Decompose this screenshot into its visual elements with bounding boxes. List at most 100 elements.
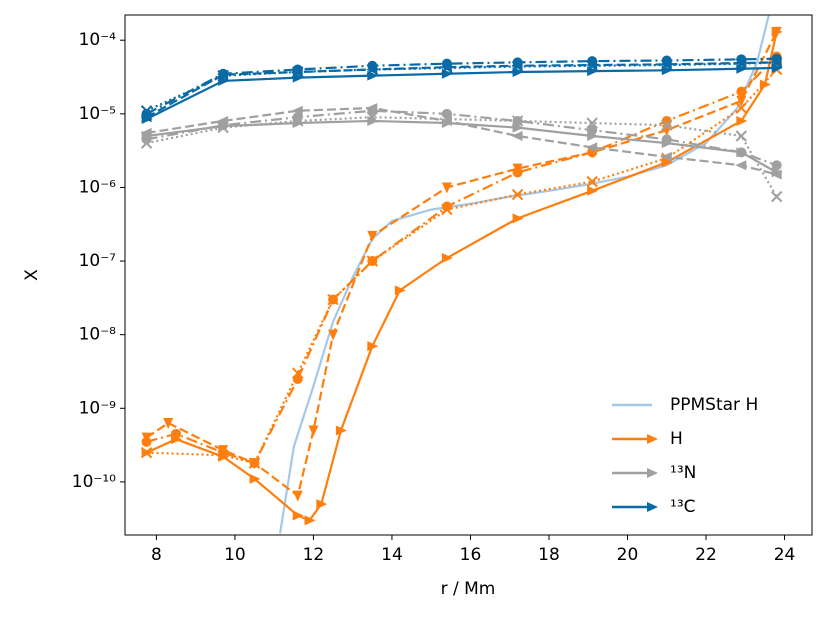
- marker: [586, 60, 598, 72]
- series-line: [146, 116, 778, 198]
- marker: [163, 418, 174, 430]
- marker: [511, 130, 523, 141]
- marker: [441, 253, 453, 264]
- x-axis-label: r / Mm: [441, 579, 496, 599]
- marker: [140, 137, 153, 149]
- marker: [736, 147, 747, 158]
- x-tick-label: 12: [303, 545, 325, 565]
- x-tick-label: 18: [538, 545, 560, 565]
- marker: [736, 95, 747, 107]
- marker: [770, 56, 783, 69]
- y-tick-label: 10⁻⁹: [79, 398, 117, 418]
- marker: [141, 108, 152, 119]
- marker: [217, 121, 229, 134]
- marker: [367, 105, 378, 116]
- marker: [248, 457, 261, 469]
- marker: [367, 230, 378, 242]
- marker: [394, 285, 406, 296]
- marker: [647, 434, 658, 444]
- marker: [770, 169, 782, 180]
- series-line: [146, 66, 777, 121]
- marker: [759, 79, 771, 90]
- marker: [661, 134, 672, 145]
- marker: [140, 105, 153, 117]
- marker: [441, 203, 453, 216]
- marker: [171, 428, 182, 439]
- marker: [217, 449, 229, 461]
- marker: [586, 142, 598, 153]
- marker: [335, 425, 347, 436]
- x-tick-label: 8: [151, 545, 162, 565]
- marker: [735, 130, 748, 142]
- x-tick-label: 20: [617, 545, 639, 565]
- marker: [366, 255, 379, 267]
- marker: [735, 102, 748, 114]
- marker: [218, 447, 229, 458]
- marker: [586, 175, 598, 188]
- marker: [511, 60, 524, 73]
- series-line: [146, 57, 777, 115]
- marker: [647, 502, 658, 512]
- marker: [511, 115, 524, 127]
- marker: [661, 59, 673, 71]
- marker: [736, 115, 748, 126]
- plot-frame: [124, 14, 813, 536]
- legend-label: ¹³C: [670, 497, 696, 517]
- marker: [660, 151, 672, 162]
- marker: [441, 182, 452, 194]
- marker: [366, 63, 379, 76]
- y-tick-label: 10⁻¹⁰: [72, 472, 116, 492]
- series-line: [278, 15, 770, 534]
- marker: [367, 341, 379, 352]
- marker: [511, 188, 524, 201]
- x-tick-label: 24: [774, 545, 796, 565]
- legend-label: PPMStar H: [670, 395, 758, 415]
- marker: [736, 86, 747, 97]
- marker: [512, 167, 523, 178]
- marker: [292, 115, 304, 127]
- marker: [441, 113, 453, 125]
- marker: [308, 425, 319, 437]
- x-tick-label: 22: [695, 545, 717, 565]
- x-tick-label: 10: [224, 545, 246, 565]
- marker: [586, 117, 598, 129]
- marker: [217, 69, 229, 82]
- series-line: [146, 61, 777, 112]
- series-line: [146, 106, 777, 176]
- y-tick-label: 10⁻⁷: [79, 251, 117, 271]
- plot-area: [140, 15, 783, 534]
- marker: [661, 119, 673, 131]
- marker: [292, 490, 303, 502]
- y-tick-label: 10⁻⁴: [79, 30, 117, 50]
- marker: [249, 473, 261, 484]
- legend-label: ¹³N: [670, 463, 696, 483]
- marker: [441, 62, 453, 74]
- series-line: [146, 68, 778, 465]
- marker: [512, 213, 524, 224]
- series-line: [146, 109, 778, 167]
- marker: [735, 57, 748, 70]
- x-tick-label: 16: [460, 545, 482, 565]
- y-axis-label: X: [22, 269, 42, 281]
- marker: [587, 185, 599, 196]
- marker: [735, 160, 747, 171]
- marker: [441, 108, 452, 119]
- marker: [647, 468, 658, 478]
- marker: [328, 329, 339, 341]
- x-tick-label: 14: [381, 545, 403, 565]
- marker: [771, 26, 782, 38]
- y-tick-label: 10⁻⁶: [79, 177, 117, 197]
- marker: [366, 111, 379, 123]
- marker: [441, 201, 452, 212]
- marker: [770, 190, 783, 203]
- marker: [304, 515, 316, 526]
- marker: [771, 160, 782, 171]
- y-tick-label: 10⁻⁸: [79, 325, 117, 345]
- marker: [141, 436, 152, 447]
- marker: [587, 125, 598, 136]
- y-tick-label: 10⁻⁵: [79, 104, 116, 124]
- marker: [440, 115, 452, 126]
- marker: [316, 499, 328, 510]
- series-line: [145, 31, 778, 498]
